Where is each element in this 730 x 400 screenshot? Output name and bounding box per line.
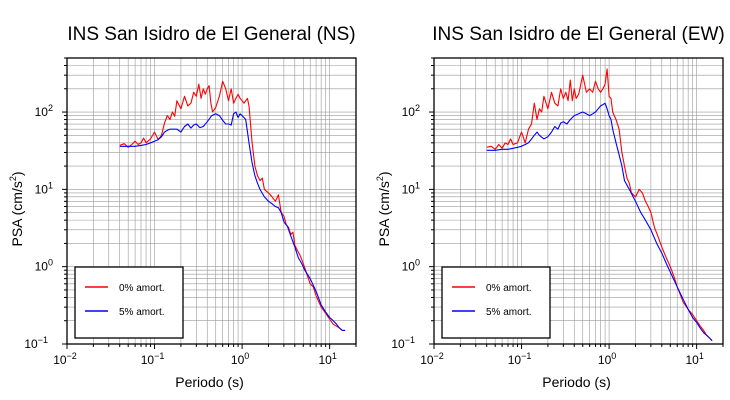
x-tick-label-base: 10 — [231, 353, 245, 367]
x-tick-label-base: 10 — [508, 353, 522, 367]
y-tick-label: 100 — [402, 258, 420, 274]
x-tick-label: 101 — [318, 351, 336, 367]
legend: 0% amort. 5% amort. — [74, 266, 184, 339]
y-tick-label: 101 — [35, 180, 53, 196]
legend-label: 5% amort. — [486, 307, 532, 318]
y-tick-label: 102 — [402, 103, 420, 119]
y-axis-label: PSA (cm/s2) — [8, 171, 25, 246]
x-tick-label-exp: 0 — [244, 351, 249, 361]
x-tick-label-exp: −1 — [521, 351, 531, 361]
x-tick-label: 10−1 — [141, 351, 165, 367]
x-tick-label-base: 10 — [53, 353, 67, 367]
series-line-red — [486, 68, 713, 342]
chart-panel-2: INS San Isidro de El General (EW)10−2 10−… — [375, 24, 725, 390]
chart-title: INS San Isidro de El General (NS) — [67, 24, 355, 45]
y-axis-label-sup: 2 — [375, 176, 385, 181]
x-tick-label: 10−2 — [53, 351, 77, 367]
x-tick-label-base: 10 — [420, 353, 434, 367]
x-axis-label: Periodo (s) — [542, 374, 610, 390]
x-tick-label-exp: −2 — [67, 351, 77, 361]
axis-ticks — [62, 57, 357, 349]
legend-label: 5% amort. — [119, 307, 165, 318]
chart-title: INS San Isidro de El General (EW) — [432, 24, 725, 45]
y-tick-label-base: 10 — [35, 182, 49, 196]
y-tick-label: 10−1 — [24, 335, 48, 351]
x-tick-label: 101 — [685, 351, 703, 367]
x-tick-label-exp: −1 — [154, 351, 164, 361]
y-axis-label-tail: ) — [9, 171, 25, 176]
legend-box — [441, 266, 551, 339]
x-tick-label: 10−1 — [508, 351, 532, 367]
axis-ticks — [429, 57, 724, 349]
y-tick-label-exp: 1 — [48, 180, 53, 190]
y-tick-label-base: 10 — [24, 337, 38, 351]
y-tick-label-base: 10 — [402, 105, 416, 119]
x-tick-label-exp: 1 — [332, 351, 337, 361]
x-tick-label-base: 10 — [318, 353, 332, 367]
y-tick-label-exp: 2 — [48, 103, 53, 113]
y-axis-label: PSA (cm/s2) — [375, 171, 392, 246]
y-axis-label-sup: 2 — [8, 176, 18, 181]
x-tick-label-exp: −2 — [434, 351, 444, 361]
x-tick-label-exp: 0 — [611, 351, 616, 361]
y-axis-label-base: PSA (cm/s — [9, 181, 25, 246]
y-tick-label-exp: 1 — [415, 180, 420, 190]
y-tick-label: 100 — [35, 258, 53, 274]
legend-label: 0% amort. — [486, 283, 532, 294]
y-tick-label-base: 10 — [402, 182, 416, 196]
legend-box — [74, 266, 184, 339]
y-tick-label-exp: 0 — [48, 258, 53, 268]
y-tick-label-base: 10 — [35, 105, 49, 119]
series-line-red — [119, 80, 346, 331]
series-line-blue — [486, 102, 713, 342]
x-tick-label-exp: 1 — [699, 351, 704, 361]
legend: 0% amort. 5% amort. — [441, 266, 551, 339]
y-tick-label: 101 — [402, 180, 420, 196]
x-tick-label-base: 10 — [685, 353, 699, 367]
y-tick-label: 102 — [35, 103, 53, 119]
y-tick-label-exp: −1 — [38, 335, 48, 345]
y-axis-label-tail: ) — [376, 171, 392, 176]
chart-panel-1: INS San Isidro de El General (NS)10−2 10−… — [8, 24, 357, 390]
x-tick-label: 10−2 — [420, 351, 444, 367]
x-axis-label: Periodo (s) — [175, 374, 243, 390]
legend-label: 0% amort. — [119, 283, 165, 294]
y-tick-label-exp: −1 — [405, 335, 415, 345]
x-tick-label-base: 10 — [141, 353, 155, 367]
y-tick-label: 10−1 — [391, 335, 415, 351]
y-tick-label-base: 10 — [402, 260, 416, 274]
y-tick-label-base: 10 — [35, 260, 49, 274]
y-axis-label-base: PSA (cm/s — [376, 181, 392, 246]
series-line-blue — [119, 111, 346, 331]
x-tick-label: 100 — [598, 351, 616, 367]
y-tick-label-exp: 2 — [415, 103, 420, 113]
x-tick-label-base: 10 — [598, 353, 612, 367]
y-tick-label-exp: 0 — [415, 258, 420, 268]
x-tick-label: 100 — [231, 351, 249, 367]
y-tick-label-base: 10 — [391, 337, 405, 351]
